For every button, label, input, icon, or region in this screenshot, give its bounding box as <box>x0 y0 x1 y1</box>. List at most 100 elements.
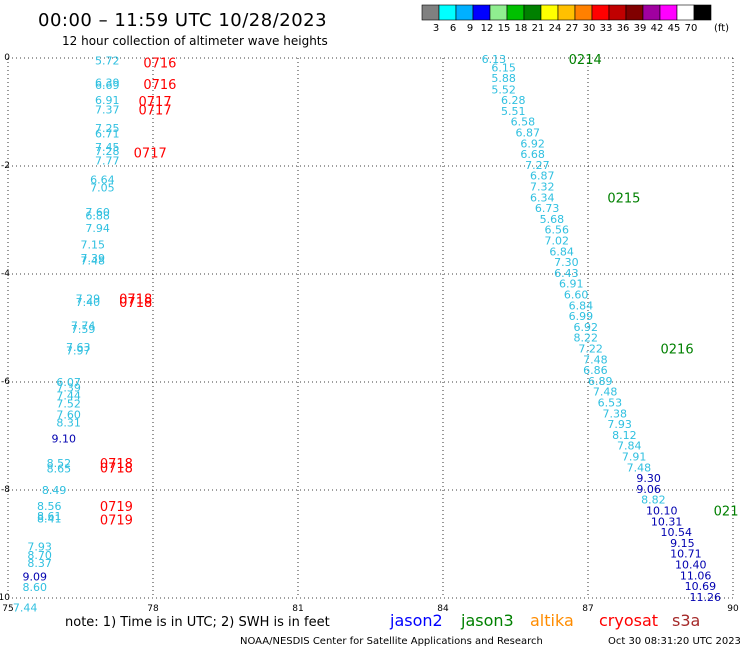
legend-label: 24 <box>549 23 562 34</box>
cryosat-value: 8.60 <box>23 581 48 594</box>
legend-swatch <box>557 4 576 21</box>
jason3-value: 9.30 <box>636 472 661 485</box>
legend-label: 21 <box>532 23 545 34</box>
jason3-value: 5.68 <box>540 213 565 226</box>
jason3-value: 6.87 <box>530 170 555 183</box>
x-tick-label: 75 <box>2 604 13 614</box>
legend-label: 15 <box>498 23 511 34</box>
legend-swatch <box>642 4 661 21</box>
satellite-jason2: jason2 <box>389 611 443 630</box>
jason3-value: 10.10 <box>646 505 678 518</box>
jason3-value: 6.53 <box>598 397 623 410</box>
satellite-altika: altika <box>530 611 574 630</box>
jason3-value: 11.26 <box>690 591 722 604</box>
legend-label: 6 <box>450 23 456 34</box>
jason3-value: 6.86 <box>583 364 608 377</box>
legend-label: 45 <box>668 23 681 34</box>
cryosat-value: 7.97 <box>66 345 91 358</box>
jason3-value: 6.56 <box>545 224 570 237</box>
jason3-value: 6.15 <box>491 62 516 75</box>
jason3-value: 6.89 <box>588 375 613 388</box>
cryosat-value: 7.28 <box>95 145 120 158</box>
satellite-jason3: jason3 <box>460 611 514 630</box>
jason3-value: 7.84 <box>617 440 642 453</box>
axis-ticks: 75 78 81 84 87 90 0 -2 -4 -6 -8 -10 <box>0 53 739 614</box>
chart-subtitle: 12 hour collection of altimeter wave hei… <box>62 34 328 48</box>
legend-label: 12 <box>481 23 494 34</box>
cryosat-value: 8.49 <box>42 484 66 497</box>
jason3-value: 9.06 <box>636 483 661 496</box>
legend-label: 9 <box>467 23 473 34</box>
jason3-value: 7.02 <box>545 235 570 248</box>
cryosat-value: 6.64 <box>90 174 115 187</box>
cryosat-value: 9.09 <box>23 570 48 583</box>
jason3-value: 7.48 <box>627 461 652 474</box>
jason3-value: 6.84 <box>549 245 574 258</box>
cryosat-value: 8.61 <box>37 510 62 523</box>
cryosat-value: 7.48 <box>81 255 106 268</box>
satellite-s3a: s3a <box>672 611 700 630</box>
x-tick-label: 84 <box>437 604 449 614</box>
footer-note: note: 1) Time is in UTC; 2) SWH is in fe… <box>65 615 330 630</box>
cryosat-value: 6.71 <box>95 128 120 141</box>
jason3-value: 7.30 <box>554 256 579 269</box>
cryosat-value: 7.25 <box>95 122 120 135</box>
jason3-value: 6.43 <box>554 267 579 280</box>
jason3-value: 6.68 <box>520 148 545 161</box>
credit-timestamp: Oct 30 08:31:20 UTC 2023 <box>608 636 740 647</box>
jason3-value: 10.71 <box>670 548 702 561</box>
cryosat-value: 7.39 <box>56 381 80 394</box>
satellite-cryosat: cryosat <box>599 611 658 630</box>
plot-grid <box>7 57 734 599</box>
legend-swatch <box>659 4 678 21</box>
credit-organization: NOAA/NESDIS Center for Satellite Applica… <box>240 636 543 647</box>
cryosat-value: 7.52 <box>56 398 80 411</box>
cryosat-value: 6.69 <box>95 79 120 92</box>
legend-label: 30 <box>583 23 596 34</box>
legend-swatch <box>676 4 695 21</box>
cryosat-value: 7.37 <box>95 103 120 116</box>
legend-swatch <box>506 4 525 21</box>
data-points: 5.726.396.696.917.377.256.717.457.287.77… <box>13 53 721 615</box>
pass-time-label: 0214 <box>569 53 602 68</box>
pass-time-label: 0718 <box>119 292 152 307</box>
jason3-value: 7.93 <box>607 418 632 431</box>
pass-time-label: 0719 <box>100 514 133 529</box>
jason3-value: 9.15 <box>670 537 695 550</box>
legend-swatch <box>540 4 559 21</box>
x-tick-label: 81 <box>292 604 303 614</box>
jason3-value: 6.87 <box>516 127 541 140</box>
pass-time-label: 0717 <box>139 103 172 118</box>
cryosat-value: 7.59 <box>71 323 96 336</box>
jason3-value: 10.54 <box>661 526 693 539</box>
pass-time-label: 0718 <box>100 461 133 476</box>
jason3-value: 6.13 <box>482 53 507 66</box>
jason3-value: 7.22 <box>578 343 603 356</box>
cryosat-value: 7.74 <box>71 319 96 332</box>
jason3-value: 11.06 <box>680 569 712 582</box>
cryosat-value: 6.07 <box>56 376 80 389</box>
cryosat-value: 6.88 <box>85 210 110 223</box>
jason3-value: 7.91 <box>622 451 647 464</box>
pass-time-label: 021 <box>714 505 739 520</box>
jason3-value: 6.28 <box>501 94 526 107</box>
pass-time-label: 0717 <box>134 147 167 162</box>
legend-label: 42 <box>651 23 664 34</box>
color-legend: 3 6 9 12 15 18 21 24 27 30 33 36 39 42 45 70 (ft) <box>421 4 729 34</box>
legend-swatch <box>489 4 508 21</box>
legend-swatch <box>455 4 474 21</box>
jason3-value: 8.22 <box>574 332 599 345</box>
cryosat-value: 8.31 <box>56 417 80 430</box>
y-tick-label: -8 <box>1 485 10 495</box>
pass-time-label: 0718 <box>100 457 133 472</box>
jason3-value: 6.91 <box>559 278 584 291</box>
jason3-value: 7.38 <box>603 407 628 420</box>
cryosat-value: 7.77 <box>95 155 120 168</box>
jason3-value: 5.51 <box>501 105 526 118</box>
jason3-value: 7.48 <box>593 386 618 399</box>
pass-time-label: 0716 <box>143 56 176 71</box>
y-tick-label: -10 <box>0 593 10 603</box>
cryosat-value: 7.93 <box>27 541 52 554</box>
jason3-value: 6.84 <box>569 299 594 312</box>
x-tick-label: 87 <box>582 604 593 614</box>
